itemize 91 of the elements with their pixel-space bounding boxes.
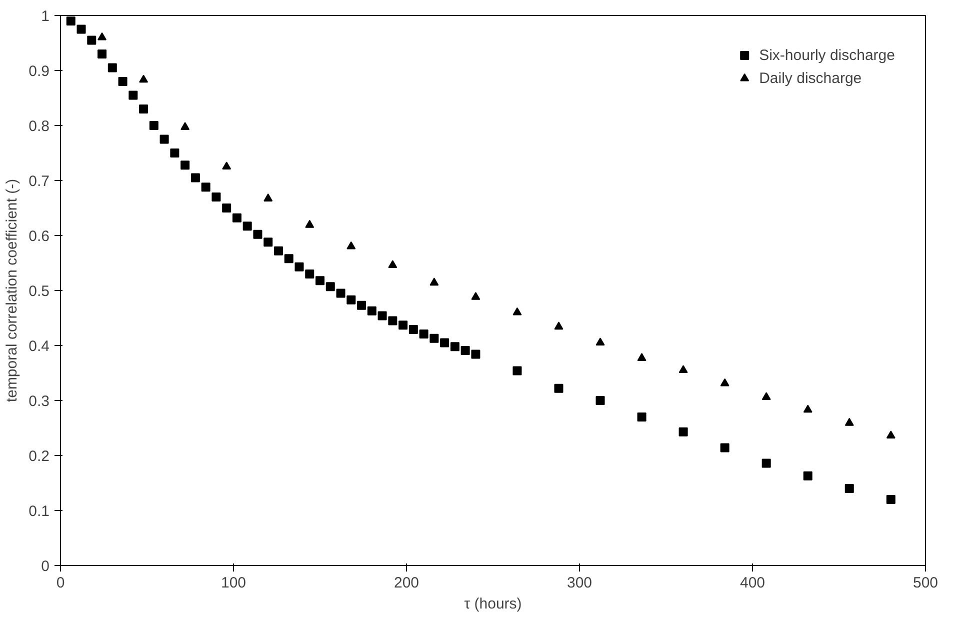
point	[274, 246, 283, 256]
point	[378, 311, 387, 320]
point	[554, 384, 564, 393]
point	[678, 427, 688, 436]
point	[596, 396, 605, 405]
point	[139, 74, 148, 83]
point	[98, 32, 107, 40]
point	[430, 278, 439, 286]
y-tick-label: 1	[41, 8, 50, 25]
point	[232, 213, 242, 222]
point	[212, 192, 221, 202]
point	[170, 148, 180, 158]
point	[118, 77, 128, 86]
point	[844, 418, 854, 426]
point	[430, 334, 439, 343]
x-axis-title: τ (hours)	[464, 596, 522, 612]
point	[720, 443, 730, 452]
point	[803, 404, 812, 413]
point	[108, 63, 117, 72]
point	[201, 182, 210, 192]
point	[222, 162, 232, 170]
point	[346, 295, 356, 304]
point	[139, 104, 148, 114]
y-tick-label: 0.4	[28, 338, 50, 355]
legend-label: Daily discharge	[759, 70, 862, 86]
y-tick-label: 0.5	[28, 283, 50, 300]
point	[149, 121, 158, 130]
point	[76, 24, 86, 34]
x-tick-label: 300	[566, 574, 592, 592]
legend-label: Six-hourly discharge	[759, 46, 895, 64]
point	[66, 16, 76, 26]
point	[512, 366, 522, 376]
point	[388, 260, 398, 268]
x-tick-label: 500	[912, 574, 938, 592]
point	[419, 329, 428, 338]
point	[637, 412, 646, 422]
point	[720, 378, 730, 386]
point	[128, 90, 138, 100]
point	[190, 173, 200, 182]
point	[886, 430, 896, 439]
point	[512, 307, 522, 316]
y-axis-title: temporal correlation coefficient (-)	[4, 178, 21, 402]
point	[222, 204, 232, 212]
y-tick-label: 0.6	[28, 228, 50, 245]
point	[844, 484, 854, 493]
point	[440, 338, 450, 348]
point	[264, 238, 273, 247]
x-tick-label: 0	[56, 574, 65, 592]
point	[367, 306, 376, 316]
point	[160, 134, 169, 144]
point	[398, 320, 408, 330]
point	[180, 122, 190, 130]
x-tick-label: 100	[220, 574, 246, 592]
point	[346, 241, 356, 250]
point	[242, 222, 252, 231]
point	[326, 282, 335, 292]
point	[471, 292, 480, 300]
point	[284, 254, 294, 264]
point	[886, 495, 896, 504]
point	[98, 50, 107, 58]
point	[408, 325, 418, 334]
y-tick-label: 0	[41, 558, 50, 575]
point	[762, 392, 771, 400]
x-tick-label: 400	[740, 574, 766, 592]
y-tick-label: 0.7	[28, 173, 50, 190]
point	[87, 36, 96, 45]
point	[388, 316, 398, 326]
y-tick-label: 0.8	[28, 118, 50, 135]
point	[637, 353, 646, 361]
point	[471, 350, 480, 359]
y-tick-label: 0.3	[28, 393, 50, 410]
point	[678, 365, 688, 374]
point	[554, 322, 564, 330]
point	[316, 276, 324, 286]
point	[460, 346, 470, 355]
point	[253, 230, 262, 239]
point	[357, 300, 366, 310]
point	[803, 471, 812, 480]
point	[336, 288, 346, 298]
point	[294, 262, 304, 272]
point	[305, 270, 314, 278]
point	[450, 342, 460, 352]
point	[305, 220, 314, 228]
point	[264, 194, 273, 202]
point	[762, 458, 771, 468]
y-tick-label: 0.2	[28, 448, 50, 465]
point	[596, 338, 605, 346]
x-tick-label: 200	[394, 574, 420, 592]
y-tick-label: 0.1	[28, 503, 50, 520]
y-tick-label: 0.9	[28, 63, 50, 80]
point	[180, 160, 190, 170]
